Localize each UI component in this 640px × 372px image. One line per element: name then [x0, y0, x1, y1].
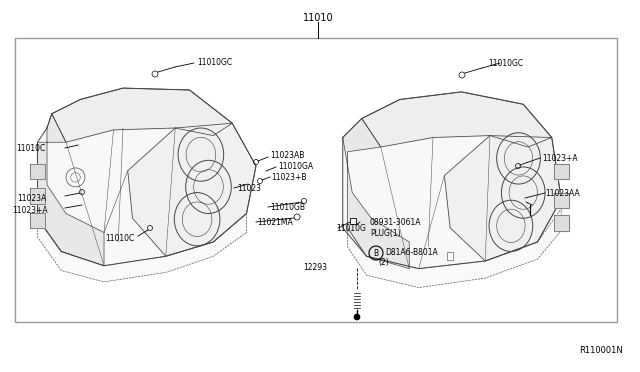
Text: 11023+B: 11023+B: [271, 173, 307, 182]
Polygon shape: [362, 92, 552, 147]
Text: 11010GB: 11010GB: [270, 202, 305, 212]
Text: PLUG(1): PLUG(1): [370, 228, 401, 237]
Text: 11023AA: 11023AA: [545, 189, 580, 198]
Text: B: B: [373, 248, 379, 257]
Text: 11010GA: 11010GA: [278, 161, 313, 170]
Polygon shape: [30, 164, 45, 179]
Bar: [350, 218, 356, 224]
Text: 11010GC: 11010GC: [488, 58, 523, 67]
Bar: [447, 252, 453, 260]
Polygon shape: [38, 88, 256, 266]
Text: 11010C: 11010C: [105, 234, 134, 243]
Polygon shape: [444, 136, 561, 261]
Text: 11023+A: 11023+A: [12, 205, 47, 215]
Text: 11010: 11010: [303, 13, 333, 23]
Text: 12293: 12293: [303, 263, 327, 273]
Text: 11023: 11023: [237, 183, 261, 192]
Polygon shape: [30, 213, 45, 228]
Polygon shape: [554, 164, 569, 179]
Polygon shape: [38, 214, 246, 282]
Polygon shape: [554, 215, 569, 231]
Text: 11010G: 11010G: [336, 224, 366, 232]
Polygon shape: [128, 123, 256, 256]
Polygon shape: [30, 188, 45, 203]
Polygon shape: [343, 92, 561, 269]
Text: 11010GC: 11010GC: [197, 58, 232, 67]
Polygon shape: [343, 119, 409, 269]
Text: (2): (2): [378, 259, 388, 267]
Polygon shape: [52, 88, 232, 142]
Text: 08931-3061A: 08931-3061A: [370, 218, 422, 227]
Text: 11023AB: 11023AB: [270, 151, 305, 160]
Text: R110001N: R110001N: [579, 346, 623, 355]
Polygon shape: [38, 114, 104, 266]
Polygon shape: [348, 209, 561, 288]
Text: 11023A: 11023A: [17, 193, 46, 202]
Polygon shape: [554, 193, 569, 208]
Bar: [15, 38, 617, 322]
Text: D81A6-B801A: D81A6-B801A: [385, 247, 438, 257]
Text: 11023+A: 11023+A: [542, 154, 578, 163]
Text: 11010C: 11010C: [16, 144, 45, 153]
Circle shape: [354, 314, 360, 320]
Text: 11021MA: 11021MA: [257, 218, 292, 227]
